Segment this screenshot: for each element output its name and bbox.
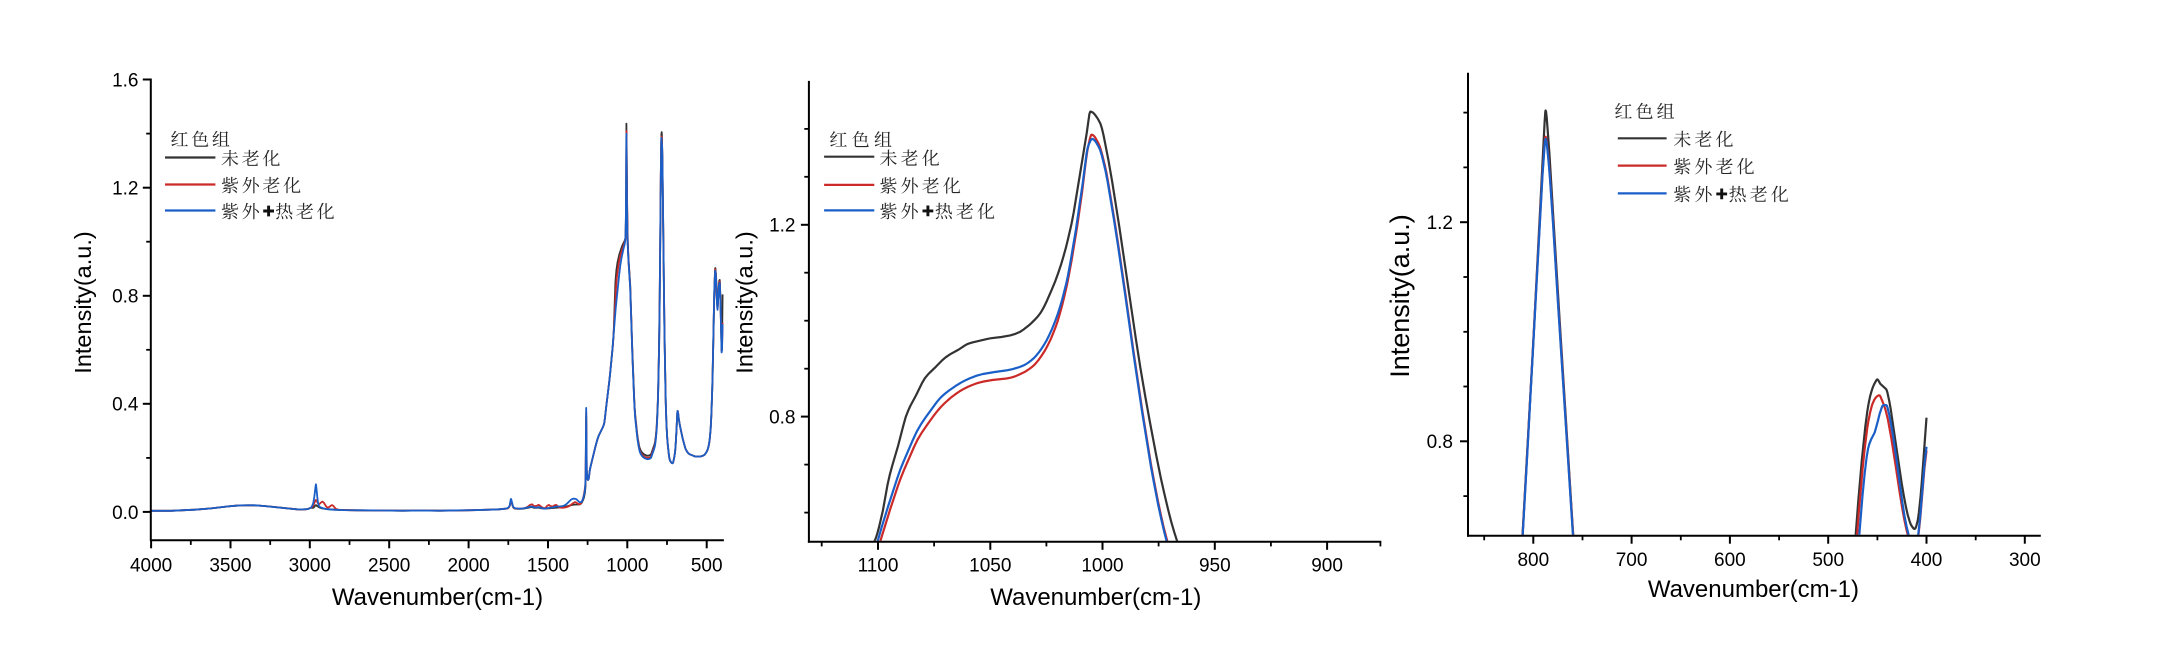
svg-text:500: 500	[1812, 550, 1844, 571]
svg-text:1.2: 1.2	[1427, 213, 1453, 234]
svg-text:400: 400	[1911, 550, 1943, 571]
svg-text:0.8: 0.8	[1427, 432, 1453, 453]
svg-text:Wavenumber(cm-1): Wavenumber(cm-1)	[332, 584, 543, 611]
svg-text:Wavenumber(cm-1): Wavenumber(cm-1)	[1648, 576, 1859, 603]
svg-text:1000: 1000	[606, 555, 648, 576]
svg-text:700: 700	[1616, 550, 1648, 571]
svg-text:Intensity(a.u.): Intensity(a.u.)	[731, 231, 757, 373]
svg-text:950: 950	[1199, 555, 1231, 576]
svg-text:0.8: 0.8	[769, 408, 795, 429]
svg-text:800: 800	[1517, 550, 1549, 571]
svg-text:3500: 3500	[209, 555, 251, 576]
svg-text:1500: 1500	[527, 555, 569, 576]
svg-text:0.8: 0.8	[112, 287, 138, 308]
svg-text:500: 500	[691, 555, 723, 576]
svg-text:0.4: 0.4	[112, 395, 139, 416]
svg-text:300: 300	[2009, 550, 2041, 571]
svg-text:1100: 1100	[858, 555, 899, 576]
svg-text:900: 900	[1311, 555, 1343, 576]
svg-text:1.6: 1.6	[112, 70, 138, 91]
svg-text:0.0: 0.0	[112, 503, 138, 524]
svg-text:1050: 1050	[969, 555, 1011, 576]
svg-text:2000: 2000	[447, 555, 489, 576]
svg-text:4000: 4000	[130, 555, 172, 576]
svg-text:2500: 2500	[368, 555, 410, 576]
svg-text:600: 600	[1714, 550, 1746, 571]
svg-text:Wavenumber(cm-1): Wavenumber(cm-1)	[990, 584, 1201, 611]
svg-text:3000: 3000	[289, 555, 331, 576]
svg-text:Intensity(a.u.): Intensity(a.u.)	[1385, 214, 1415, 378]
svg-text:1.2: 1.2	[112, 179, 138, 200]
svg-text:1.2: 1.2	[769, 216, 795, 237]
svg-text:1000: 1000	[1081, 555, 1123, 576]
svg-text:Intensity(a.u.): Intensity(a.u.)	[70, 231, 96, 373]
